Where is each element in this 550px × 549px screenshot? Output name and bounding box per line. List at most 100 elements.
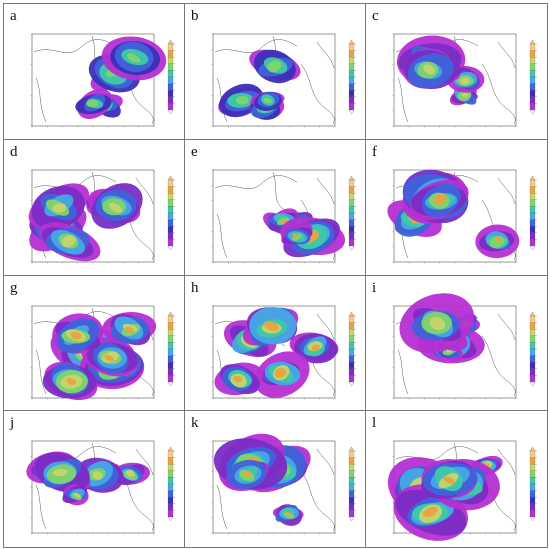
border-line: [497, 313, 516, 340]
colorbar-swatch: [529, 239, 536, 246]
border-line: [300, 471, 335, 532]
contour-band: [461, 92, 469, 98]
contour-band: [291, 233, 302, 241]
contour-band: [263, 320, 279, 331]
colorbar-swatch: [167, 206, 174, 213]
colorbar-swatch: [529, 103, 536, 111]
precip-field: [213, 433, 311, 527]
colorbar-top-arrow: [348, 175, 355, 180]
colorbar-swatch: [529, 503, 536, 511]
panel-e: e: [185, 139, 366, 276]
colorbar-swatch: [167, 361, 174, 369]
map-l: [387, 441, 537, 542]
panel-label: f: [372, 143, 377, 160]
colorbar-swatch: [529, 50, 536, 58]
border-line: [316, 41, 335, 69]
colorbar-top-arrow: [348, 311, 355, 316]
colorbar-swatch: [167, 348, 174, 356]
colorbar-swatch: [529, 70, 536, 78]
colorbar-swatch: [348, 503, 355, 511]
precip-field: [387, 169, 520, 258]
colorbar-swatch: [348, 464, 355, 472]
border-line: [33, 175, 117, 189]
border-line: [481, 335, 516, 396]
border-line: [272, 171, 286, 210]
colorbar-swatch: [348, 490, 355, 498]
colorbar-swatch: [167, 232, 174, 240]
border-line: [395, 446, 479, 461]
panel-c: c: [366, 4, 547, 140]
contour-band: [70, 330, 82, 340]
colorbar-swatch: [348, 219, 355, 227]
colorbar-swatch: [529, 368, 536, 376]
map-j: [26, 441, 175, 535]
panel-label: c: [372, 8, 379, 24]
map-d: [28, 169, 175, 264]
colorbar-swatch: [529, 341, 536, 349]
map-i: [392, 292, 537, 399]
colorbar-swatch: [167, 90, 174, 97]
colorbar-swatch: [167, 328, 174, 336]
colorbar-swatch: [167, 464, 174, 472]
colorbar-swatch: [348, 477, 355, 485]
colorbar-swatch: [529, 374, 536, 382]
precip-field: [399, 292, 485, 363]
colorbar-swatch: [529, 470, 536, 478]
colorbar-bottom-arrow: [348, 109, 355, 115]
colorbar-swatch: [529, 354, 536, 362]
colorbar-swatch: [348, 497, 355, 505]
colorbar-top-arrow: [167, 311, 174, 316]
border-line: [214, 175, 298, 189]
colorbar-swatch: [348, 199, 355, 207]
colorbar-swatch: [529, 57, 536, 64]
colorbar-swatch: [529, 43, 536, 51]
colorbar-swatch: [348, 50, 355, 58]
colorbar-swatch: [529, 348, 536, 356]
colorbar-swatch: [348, 212, 355, 220]
border-line: [397, 349, 409, 394]
colorbar-swatch: [529, 219, 536, 227]
precip-field: [214, 306, 339, 398]
precip-field: [387, 456, 503, 542]
contour-band: [242, 470, 253, 478]
colorbar-swatch: [167, 83, 174, 91]
border-line: [300, 63, 335, 125]
precip-field: [42, 311, 157, 400]
colorbar-swatch: [348, 354, 355, 362]
colorbar-swatch: [167, 76, 174, 84]
contour-band: [267, 60, 282, 73]
contour-band: [124, 326, 135, 333]
map-g: [30, 305, 175, 400]
colorbar-swatch: [348, 43, 355, 51]
colorbar-swatch: [167, 451, 174, 458]
colorbar-swatch: [167, 219, 174, 227]
panel-label: h: [191, 279, 199, 296]
colorbar-swatch: [167, 341, 174, 349]
panel-j: j: [4, 411, 185, 547]
panel-label: j: [10, 415, 15, 432]
colorbar-swatch: [167, 199, 174, 207]
panel-label: a: [10, 8, 17, 24]
colorbar-top-arrow: [529, 175, 536, 180]
precip-field: [263, 208, 346, 257]
colorbar-bottom-arrow: [529, 517, 536, 522]
contour-band: [292, 233, 299, 238]
colorbar-swatch: [348, 510, 355, 518]
border-line: [397, 77, 409, 123]
colorbar-swatch: [167, 477, 174, 485]
colorbar-swatch: [348, 484, 355, 491]
colorbar-swatch: [167, 96, 174, 104]
colorbar-swatch: [529, 212, 536, 220]
contour-band: [92, 471, 103, 480]
panel-label: d: [10, 143, 18, 160]
panel-label: e: [191, 143, 198, 160]
border-line: [33, 39, 117, 53]
colorbar-swatch: [529, 63, 536, 71]
contour-band: [423, 64, 435, 75]
colorbar-swatch: [348, 451, 355, 458]
contour-band: [104, 354, 114, 361]
colorbar-swatch: [529, 361, 536, 369]
border-line: [316, 313, 335, 340]
colorbar-bottom-arrow: [348, 381, 355, 386]
contour-band: [66, 377, 77, 385]
